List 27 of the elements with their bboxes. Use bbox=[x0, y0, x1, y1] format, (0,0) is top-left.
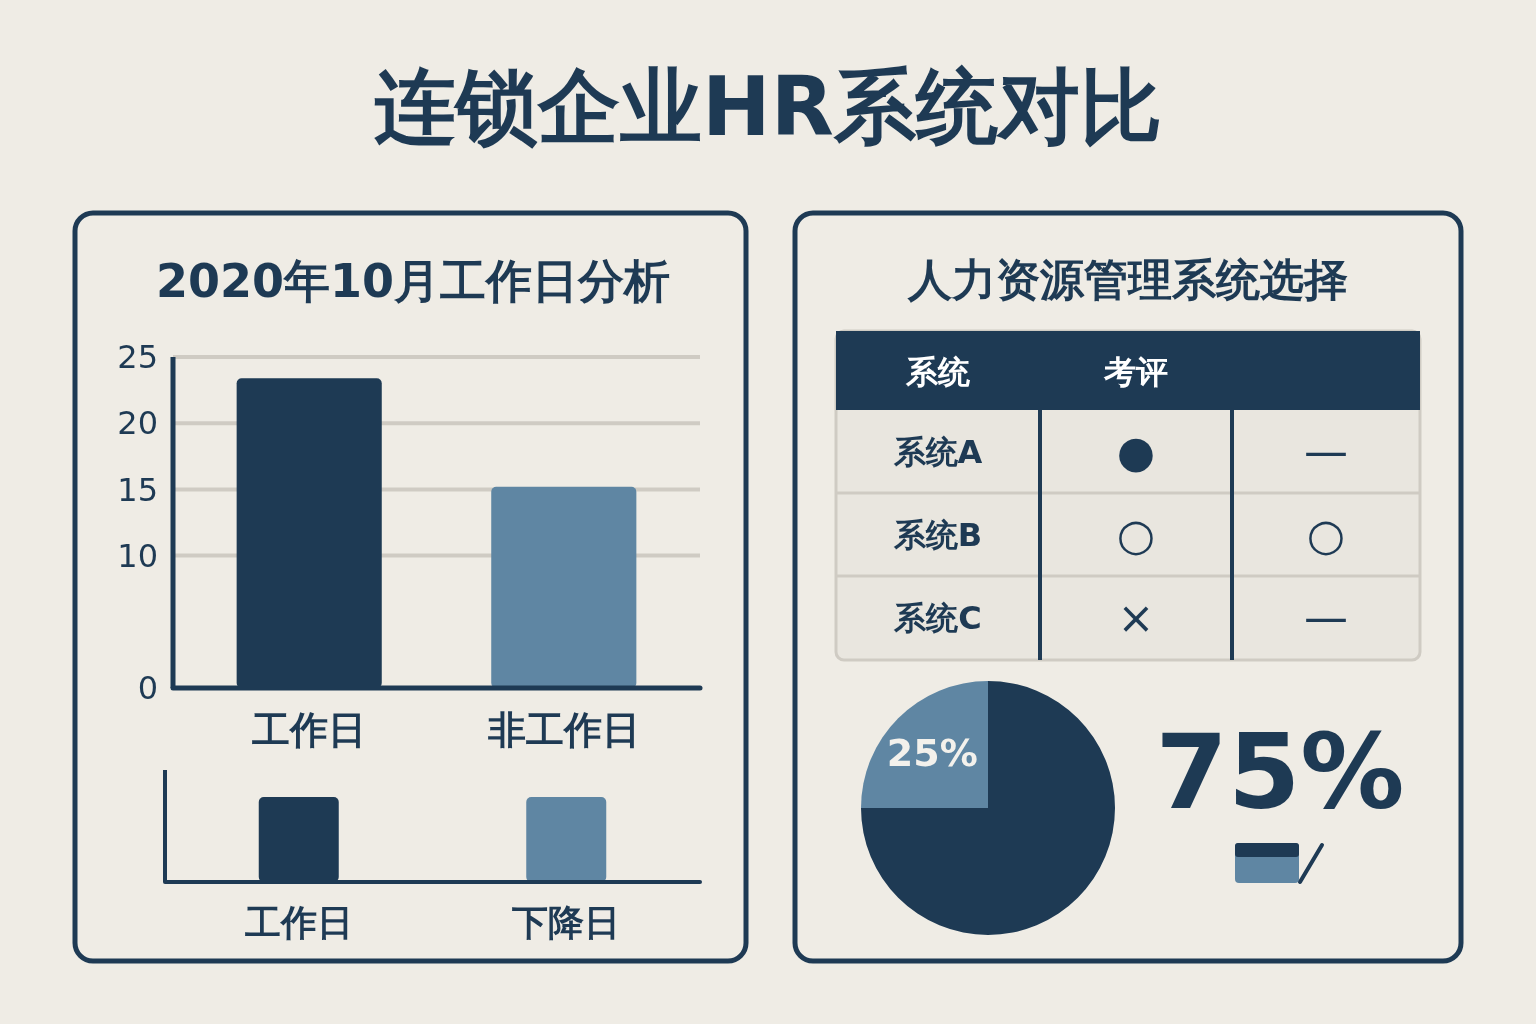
text: × bbox=[1117, 592, 1155, 644]
x-tick-label: 工作日 bbox=[252, 708, 367, 752]
x-tick-label: 工作日 bbox=[244, 902, 353, 943]
text: ● bbox=[1116, 425, 1156, 477]
text: ○ bbox=[1306, 508, 1346, 560]
y-tick-label: 20 bbox=[117, 404, 158, 443]
y-tick-label: 15 bbox=[117, 470, 158, 509]
text: — bbox=[1304, 425, 1348, 477]
data-label: 75% bbox=[1155, 711, 1405, 833]
pie-slice bbox=[861, 681, 1115, 935]
category-label: 考评 bbox=[1103, 353, 1168, 391]
text: ○ bbox=[1116, 508, 1156, 560]
text: 人力资源管理系统选择 bbox=[907, 254, 1348, 305]
x-tick-label: 非工作日 bbox=[486, 708, 640, 752]
text: — bbox=[1304, 592, 1348, 644]
text: 系统 bbox=[905, 353, 971, 391]
text: 连锁企业HR系统对比 bbox=[374, 59, 1162, 154]
data-label: 25% bbox=[886, 730, 978, 775]
y-tick-label: 10 bbox=[117, 536, 158, 575]
category-label: 系统B bbox=[893, 515, 983, 554]
x-tick-label: 下降日 bbox=[512, 902, 621, 943]
y-tick-label: 25 bbox=[117, 338, 158, 377]
y-tick-label: 0 bbox=[137, 669, 158, 708]
category-label: 系统C bbox=[894, 599, 982, 638]
chart-title: 2020年10月工作日分析 bbox=[155, 254, 671, 308]
category-label: 系统A bbox=[893, 432, 983, 471]
pie-slice bbox=[861, 681, 988, 808]
